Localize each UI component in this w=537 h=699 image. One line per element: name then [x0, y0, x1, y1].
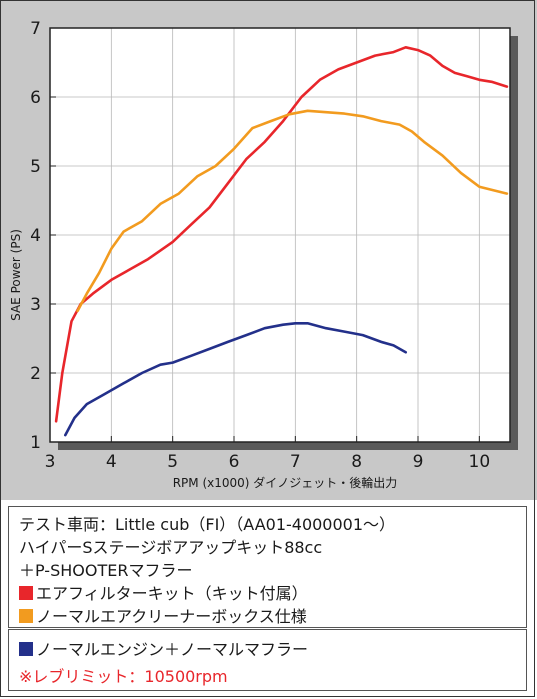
x-tick-label: 8 — [351, 452, 362, 472]
rev-limit-note: ※レブリミット：10500rpm — [19, 667, 228, 686]
kit-line: ハイパーSステージボアアップキット88cc — [19, 538, 323, 557]
legend-item-orange: ノーマルエアクリーナーボックス仕様 — [19, 603, 307, 627]
normal-info-box: ノーマルエンジン＋ノーマルマフラー ※レブリミット：10500rpm — [8, 629, 527, 691]
legend-label-navy: ノーマルエンジン＋ノーマルマフラー — [36, 640, 309, 659]
y-tick-label: 5 — [30, 157, 41, 177]
y-tick-label: 3 — [30, 295, 41, 315]
legend-item-red: エアフィルターキット（キット付属） — [19, 580, 308, 604]
legend-swatch-orange — [19, 609, 33, 623]
legend-label-orange: ノーマルエアクリーナーボックス仕様 — [36, 607, 307, 626]
legend-item-navy: ノーマルエンジン＋ノーマルマフラー — [19, 636, 308, 660]
legend-swatch-navy — [19, 642, 33, 656]
y-tick-label: 2 — [30, 364, 41, 384]
x-tick-label: 4 — [106, 452, 117, 472]
series-line-navy — [64, 322, 407, 437]
power-chart: 3 4 5 6 7 8 9 10 1 2 3 4 5 6 7 RPM (x1000) ダイノジェット・後輪出力… — [9, 19, 518, 490]
x-tick-label: 10 — [469, 452, 491, 472]
y-tick-label: 4 — [30, 226, 41, 246]
series-line-orange — [76, 109, 509, 313]
test-info-box: テスト車両：Little cub（FI）（AA01-4000001〜） ハイパー… — [8, 506, 527, 628]
legend-swatch-red — [19, 586, 33, 600]
x-axis-label: RPM (x1000) ダイノジェット・後輪出力 — [173, 475, 398, 490]
x-tick-label: 6 — [229, 452, 240, 472]
x-tick-label: 9 — [413, 452, 424, 472]
chart-panel: 3 4 5 6 7 8 9 10 1 2 3 4 5 6 7 RPM (x1000) ダイノジェット・後輪出力… — [0, 0, 537, 500]
x-tick-label: 5 — [167, 452, 178, 472]
series-line-red — [54, 46, 509, 423]
y-axis-label: SAE Power (PS) — [9, 229, 23, 321]
legend-label-red: エアフィルターキット（キット付属） — [36, 584, 308, 603]
x-tick-label: 7 — [290, 452, 301, 472]
y-tick-label: 1 — [30, 433, 41, 453]
x-tick-label: 3 — [45, 452, 56, 472]
y-tick-label: 6 — [30, 88, 41, 108]
y-tick-label: 7 — [30, 19, 41, 39]
test-vehicle-line: テスト車両：Little cub（FI）（AA01-4000001〜） — [19, 515, 396, 534]
muffler-line: ＋P-SHOOTERマフラー — [19, 561, 193, 580]
